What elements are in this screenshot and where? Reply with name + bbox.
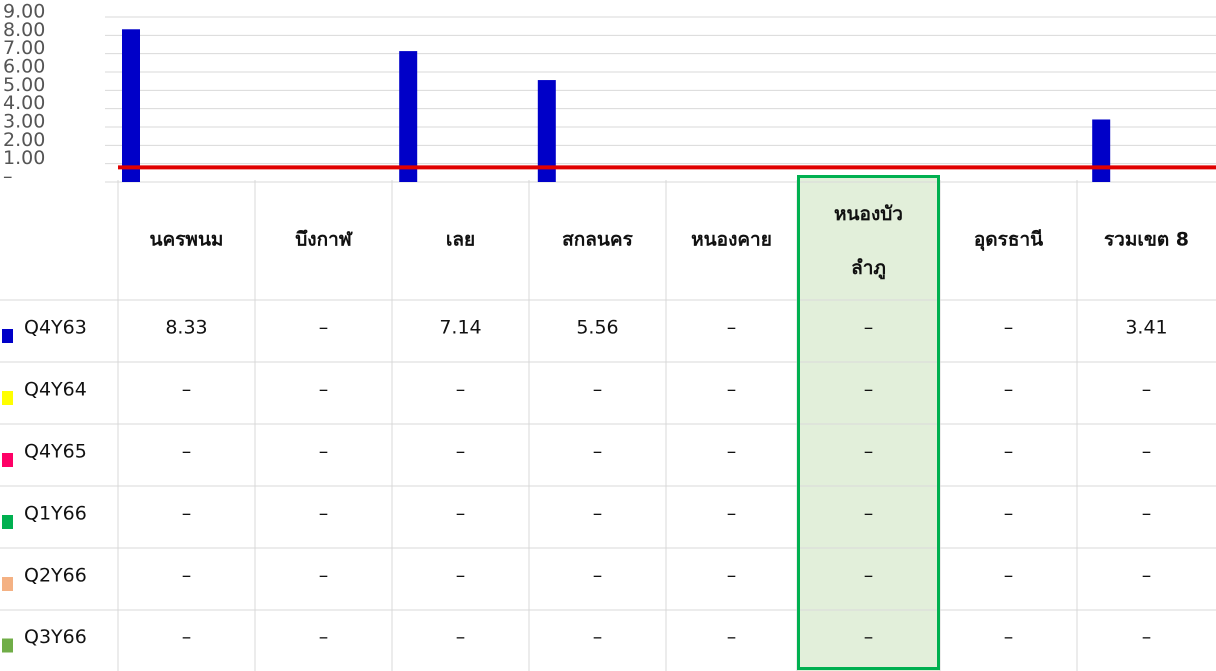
y-tick-label: 7.00	[3, 37, 45, 59]
value-label: –	[727, 379, 737, 401]
value-label: –	[1004, 317, 1014, 339]
legend-label: Q4Y65	[24, 441, 87, 463]
value-label: –	[182, 441, 192, 463]
value-label: –	[727, 441, 737, 463]
value-label: –	[727, 503, 737, 525]
value-label: –	[1142, 503, 1152, 525]
y-tick-label: 8.00	[3, 19, 45, 41]
value-label: –	[319, 565, 329, 587]
value-label: –	[1142, 565, 1152, 587]
value-label: –	[727, 565, 737, 587]
bar	[537, 80, 556, 182]
y-tick-label: 1.00	[3, 147, 45, 169]
legend-label: Q1Y66	[24, 503, 87, 525]
legend-key	[2, 638, 13, 653]
value-label: –	[593, 379, 603, 401]
legend-label: Q4Y64	[24, 379, 87, 401]
value-label: –	[864, 565, 874, 587]
value-label: –	[727, 317, 737, 339]
y-tick-label: 2.00	[3, 129, 45, 151]
value-label: –	[593, 565, 603, 587]
y-tick-label: 6.00	[3, 56, 45, 78]
column-header: อุดรธานี	[974, 229, 1043, 252]
value-label: –	[456, 565, 466, 587]
y-tick-label: 3.00	[3, 111, 45, 133]
value-label: –	[319, 441, 329, 463]
value-label: –	[319, 503, 329, 525]
value-label: –	[593, 626, 603, 648]
value-label: –	[456, 626, 466, 648]
legend-key	[2, 329, 13, 343]
column-header: เลย	[446, 229, 475, 251]
value-label: –	[182, 379, 192, 401]
bar	[1092, 119, 1111, 182]
legend-label: Q2Y66	[24, 565, 87, 587]
legend-label: Q4Y63	[24, 317, 87, 339]
value-label: –	[1142, 379, 1152, 401]
highlight-fill	[797, 175, 940, 671]
value-label: –	[1142, 441, 1152, 463]
value-label: –	[1142, 626, 1152, 648]
value-label: 8.33	[165, 317, 207, 339]
legend-key	[2, 453, 13, 467]
bar	[399, 51, 418, 182]
legend-key	[2, 577, 13, 591]
value-label: –	[456, 441, 466, 463]
value-label: –	[593, 503, 603, 525]
value-label: 7.14	[439, 317, 481, 339]
bar	[122, 29, 140, 183]
y-tick-label: 9.00	[3, 1, 45, 23]
value-label: –	[182, 503, 192, 525]
column-header: หนองบัวลำภู	[834, 203, 903, 280]
value-label: –	[864, 317, 874, 339]
highlight-border	[797, 175, 940, 670]
value-label: –	[864, 503, 874, 525]
value-label: 5.56	[576, 317, 618, 339]
value-label: –	[456, 503, 466, 525]
value-label: –	[319, 317, 329, 339]
value-label: –	[864, 626, 874, 648]
legend-key	[2, 391, 13, 405]
column-header: บึงกาฬ	[295, 229, 353, 251]
value-label: –	[727, 626, 737, 648]
value-label: 3.41	[1125, 317, 1167, 339]
legend-label: Q3Y66	[24, 626, 87, 648]
value-label: –	[864, 441, 874, 463]
value-label: –	[319, 379, 329, 401]
y-tick-label: –	[3, 166, 13, 188]
column-header: หนองคาย	[691, 229, 772, 251]
value-label: –	[182, 626, 192, 648]
value-label: –	[182, 565, 192, 587]
column-header: สกลนคร	[562, 229, 633, 251]
value-label: –	[1004, 626, 1014, 648]
value-label: –	[1004, 503, 1014, 525]
legend-key	[2, 515, 13, 529]
value-label: –	[319, 626, 329, 648]
value-label: –	[456, 379, 466, 401]
y-tick-label: 5.00	[3, 74, 45, 96]
value-label: –	[1004, 379, 1014, 401]
value-label: –	[593, 441, 603, 463]
value-label: –	[1004, 565, 1014, 587]
value-label: –	[864, 379, 874, 401]
column-header: รวมเขต 8	[1104, 229, 1189, 251]
column-header: นครพนม	[150, 229, 224, 251]
y-tick-label: 4.00	[3, 92, 45, 114]
value-label: –	[1004, 441, 1014, 463]
